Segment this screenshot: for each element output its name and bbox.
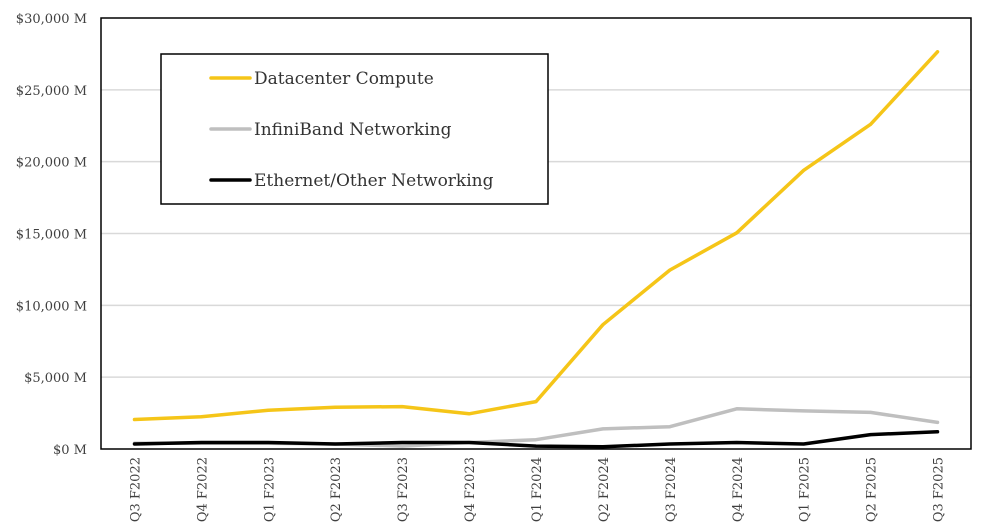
x-tick-label: Q4 F2024 (731, 457, 746, 522)
data-point (735, 231, 739, 235)
legend: Datacenter Compute InfiniBand Networking E… (160, 53, 549, 205)
data-point (936, 50, 940, 54)
data-point (400, 444, 404, 448)
x-tick-label: Q1 F2025 (798, 457, 813, 522)
data-point (333, 405, 337, 409)
data-point (534, 444, 538, 448)
data-point (199, 441, 203, 445)
x-tick-label: Q1 F2023 (262, 457, 277, 522)
y-tick-label: $5,000 M (24, 371, 87, 386)
data-point (668, 442, 672, 446)
data-point (802, 409, 806, 413)
y-axis-ticks: $0 M $5,000 M $10,000 M $15,000 M $20,000 M $… (16, 12, 87, 458)
data-point (869, 433, 873, 437)
y-tick-label: $0 M (53, 443, 87, 458)
data-point (601, 445, 605, 449)
y-tick-label: $10,000 M (16, 299, 87, 314)
x-tick-label: Q3 F2023 (396, 457, 411, 522)
x-axis-ticks: Q3 F2022 Q4 F2022 Q1 F2023 Q2 F2023 Q3 F2023… (128, 457, 946, 522)
x-tick-label: Q3 F2025 (932, 457, 947, 522)
x-tick-label: Q3 F2022 (128, 457, 143, 522)
data-point (132, 442, 136, 446)
data-point (668, 425, 672, 429)
data-point (534, 438, 538, 442)
y-tick-label: $30,000 M (16, 12, 87, 27)
data-point (936, 430, 940, 434)
data-point (601, 427, 605, 431)
data-point (668, 268, 672, 272)
x-tick-label: Q1 F2024 (530, 457, 545, 522)
data-point (467, 441, 471, 445)
x-tick-label: Q2 F2023 (329, 457, 344, 522)
legend-label: Ethernet/Other Networking (254, 171, 494, 191)
data-point (936, 420, 940, 424)
y-tick-label: $20,000 M (16, 156, 87, 171)
data-point (400, 441, 404, 445)
data-point (400, 405, 404, 409)
data-point (869, 122, 873, 126)
series-lines (132, 50, 940, 449)
data-point (735, 407, 739, 411)
data-point (467, 412, 471, 416)
data-point (601, 323, 605, 327)
data-point (802, 442, 806, 446)
data-point (735, 441, 739, 445)
x-tick-label: Q4 F2023 (463, 457, 478, 522)
data-point (266, 441, 270, 445)
legend-label: InfiniBand Networking (254, 120, 452, 140)
legend-label: Datacenter Compute (254, 69, 434, 89)
data-point (333, 442, 337, 446)
data-point (199, 415, 203, 419)
data-point (266, 408, 270, 412)
data-point (132, 418, 136, 422)
y-tick-label: $25,000 M (16, 84, 87, 99)
plot-border (100, 17, 972, 450)
x-tick-label: Q4 F2022 (195, 457, 210, 522)
data-point (802, 168, 806, 172)
x-tick-label: Q2 F2024 (597, 457, 612, 522)
x-tick-label: Q2 F2025 (865, 457, 880, 522)
data-point (534, 400, 538, 404)
x-tick-label: Q3 F2024 (664, 457, 679, 522)
y-tick-label: $15,000 M (16, 228, 87, 243)
data-point (869, 410, 873, 414)
